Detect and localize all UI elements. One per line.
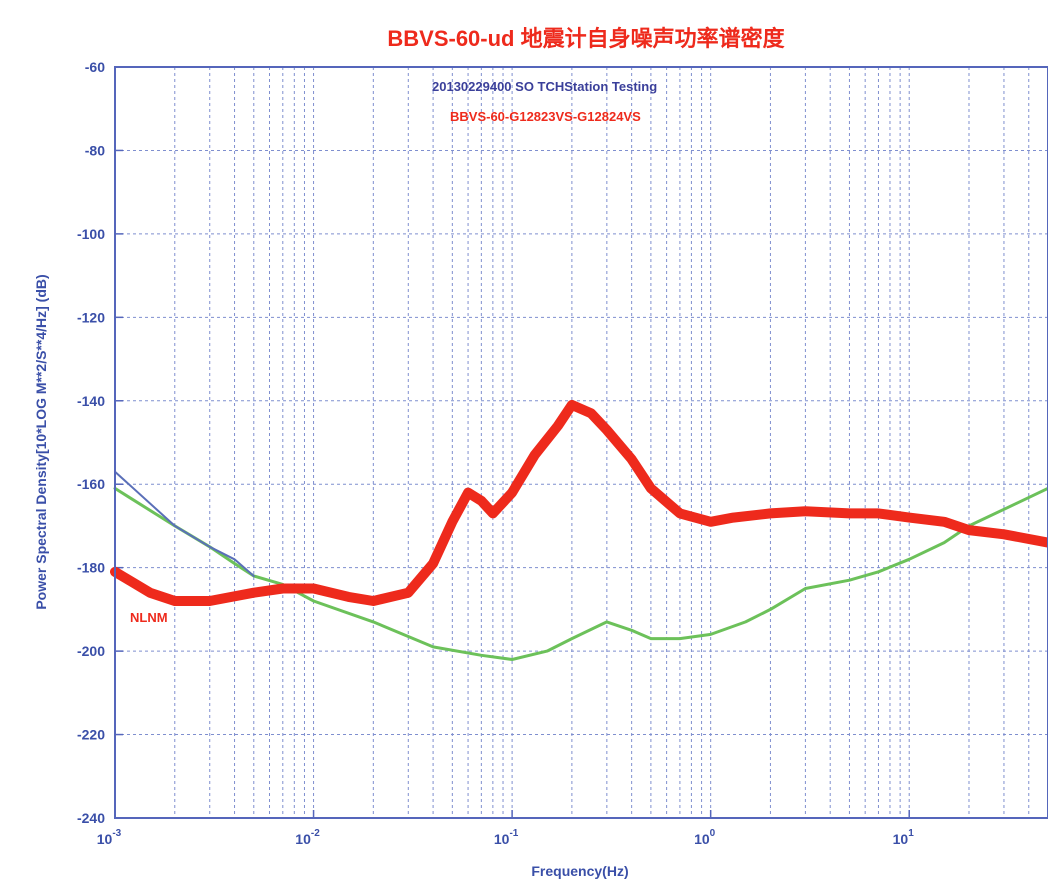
x-tick-labels: 10-3 10-2 10-1 100 101 (97, 828, 914, 847)
y-tick-label: -200 (77, 643, 105, 659)
x-tick-label: 101 (893, 828, 915, 847)
annotation-series-label: BBVS-60-G12823VS-G12824VS (450, 109, 641, 124)
series-line-1 (114, 470, 255, 577)
y-axis-label: Power Spectral Density[10*LOG M**2/S**4/… (33, 274, 49, 609)
y-tick-label: -140 (77, 393, 105, 409)
series-line-2 (113, 486, 1048, 661)
annotation-nlnm: NLNM (130, 610, 168, 625)
series-layer (110, 399, 1048, 661)
x-tick-label: 10-2 (295, 828, 320, 847)
plot-area (115, 67, 1048, 818)
x-tick-label: 100 (694, 828, 716, 847)
x-tick-label: 10-3 (97, 828, 122, 847)
series-line-0 (110, 399, 1048, 606)
y-tick-label: -220 (77, 727, 105, 743)
y-tick-label: -80 (85, 142, 105, 158)
x-axis-label: Frequency(Hz) (531, 863, 628, 879)
grid-lines (114, 66, 1048, 819)
chart-title: BBVS-60-ud 地震计自身噪声功率谱密度 (387, 26, 785, 51)
y-tick-labels: -60 -80 -100 -120 -140 -160 -180 -200 -220 -240 (77, 59, 105, 826)
y-tick-label: -120 (77, 309, 105, 325)
plot-frame (114, 66, 1048, 819)
y-tick-label: -240 (77, 810, 105, 826)
y-tick-label: -60 (85, 59, 105, 75)
y-tick-label: -100 (77, 226, 105, 242)
y-tick-label: -160 (77, 476, 105, 492)
y-tick-label: -180 (77, 560, 105, 576)
annotation-station: 20130229400 SO TCHStation Testing (432, 79, 657, 94)
x-tick-label: 10-1 (494, 828, 519, 847)
